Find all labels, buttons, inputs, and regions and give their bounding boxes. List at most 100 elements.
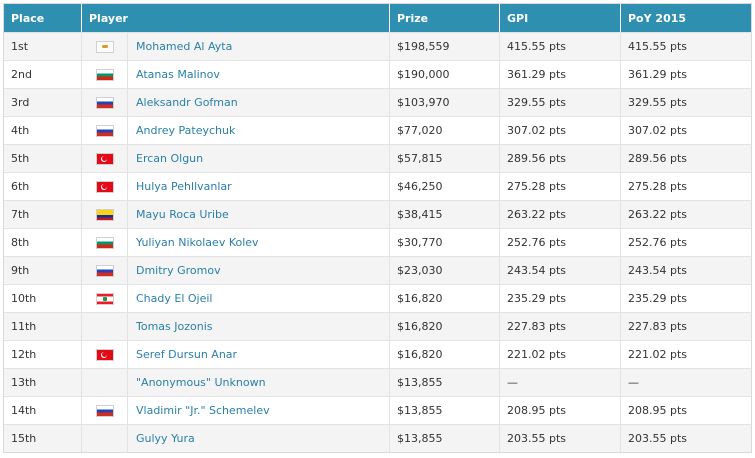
gpi-cell: 221.02 pts bbox=[500, 341, 621, 368]
place-cell: 8th bbox=[4, 229, 82, 256]
player-link[interactable]: Mayu Roca Uribe bbox=[136, 208, 229, 221]
table-row: 8th Yuliyan Nikolaev Kolev $30,770 252.76 p… bbox=[4, 228, 751, 256]
header-poy[interactable]: PoY 2015 bbox=[628, 11, 687, 25]
ru-flag-icon bbox=[96, 265, 113, 276]
flag-cell bbox=[82, 33, 128, 60]
player-link[interactable]: "Anonymous" Unknown bbox=[136, 376, 266, 389]
player-link[interactable]: Chady El Ojeil bbox=[136, 292, 213, 305]
place-cell: 15th bbox=[4, 425, 82, 452]
player-link[interactable]: Andrey Pateychuk bbox=[136, 124, 236, 137]
player-link[interactable]: Gulyy Yura bbox=[136, 432, 195, 445]
table-row: 1st Mohamed Al Ayta $198,559 415.55 pts 415.… bbox=[4, 32, 751, 60]
place-cell: 14th bbox=[4, 397, 82, 424]
place-cell: 3rd bbox=[4, 89, 82, 116]
place-cell: 7th bbox=[4, 201, 82, 228]
header-prize[interactable]: Prize bbox=[390, 4, 500, 32]
player-cell: Chady El Ojeil bbox=[128, 285, 390, 312]
header-player[interactable]: Player bbox=[82, 4, 390, 32]
player-link[interactable]: Seref Dursun Anar bbox=[136, 348, 238, 361]
poy-cell: 203.55 pts bbox=[628, 432, 688, 445]
poy-cell: 227.83 pts bbox=[628, 320, 688, 333]
prize-cell: $57,815 bbox=[390, 145, 500, 172]
flag-cell bbox=[82, 89, 128, 116]
gpi-cell: 307.02 pts bbox=[500, 117, 621, 144]
table-row: 4th Andrey Pateychuk $77,020 307.02 pts 307.… bbox=[4, 116, 751, 144]
table-row: 7th Mayu Roca Uribe $38,415 263.22 pts 263.2… bbox=[4, 200, 751, 228]
place-cell: 10th bbox=[4, 285, 82, 312]
player-cell: Hulya Pehllvanlar bbox=[128, 173, 390, 200]
flag-cell bbox=[82, 173, 128, 200]
gpi-cell: — bbox=[500, 369, 621, 396]
poy-cell: 415.55 pts bbox=[628, 40, 688, 53]
player-cell: Mohamed Al Ayta bbox=[128, 33, 390, 60]
player-link[interactable]: Aleksandr Gofman bbox=[136, 96, 238, 109]
prize-cell: $16,820 bbox=[390, 341, 500, 368]
cy-flag-icon bbox=[96, 41, 113, 52]
results-table: Place Player Prize GPI PoY 2015 1st Moham… bbox=[3, 3, 752, 453]
player-link[interactable]: Atanas Malinov bbox=[136, 68, 220, 81]
prize-cell: $198,559 bbox=[390, 33, 500, 60]
table-row: 12th Seref Dursun Anar $16,820 221.02 pts 22… bbox=[4, 340, 751, 368]
player-link[interactable]: Hulya Pehllvanlar bbox=[136, 180, 232, 193]
ru-flag-icon bbox=[96, 405, 113, 416]
place-cell: 4th bbox=[4, 117, 82, 144]
player-link[interactable]: Yuliyan Nikolaev Kolev bbox=[136, 236, 259, 249]
gpi-cell: 243.54 pts bbox=[500, 257, 621, 284]
prize-cell: $77,020 bbox=[390, 117, 500, 144]
place-cell: 13th bbox=[4, 369, 82, 396]
poy-cell: 252.76 pts bbox=[628, 236, 688, 249]
flag-cell bbox=[82, 341, 128, 368]
place-cell: 6th bbox=[4, 173, 82, 200]
player-cell: Atanas Malinov bbox=[128, 61, 390, 88]
bg-flag-icon bbox=[96, 237, 113, 248]
header-place[interactable]: Place bbox=[4, 4, 82, 32]
place-cell: 12th bbox=[4, 341, 82, 368]
player-cell: Gulyy Yura bbox=[128, 425, 390, 452]
header-gpi[interactable]: GPI bbox=[500, 4, 621, 32]
place-cell: 11th bbox=[4, 313, 82, 340]
player-cell: Dmitry Gromov bbox=[128, 257, 390, 284]
poy-cell: 243.54 pts bbox=[628, 264, 688, 277]
flag-cell bbox=[82, 369, 128, 396]
ru-flag-icon bbox=[96, 125, 113, 136]
table-row: 15th Gulyy Yura $13,855 203.55 pts 203.55 pt… bbox=[4, 424, 751, 452]
player-link[interactable]: Ercan Olgun bbox=[136, 152, 204, 165]
flag-cell bbox=[82, 313, 128, 340]
player-link[interactable]: Vladimir "Jr." Schemelev bbox=[136, 404, 270, 417]
flag-cell bbox=[82, 145, 128, 172]
prize-cell: $46,250 bbox=[390, 173, 500, 200]
gpi-cell: 208.95 pts bbox=[500, 397, 621, 424]
player-cell: Aleksandr Gofman bbox=[128, 89, 390, 116]
table-row: 3rd Aleksandr Gofman $103,970 329.55 pts 329… bbox=[4, 88, 751, 116]
table-row: 13th "Anonymous" Unknown $13,855— — bbox=[4, 368, 751, 396]
poy-cell: 235.29 pts bbox=[628, 292, 688, 305]
prize-cell: $30,770 bbox=[390, 229, 500, 256]
lb-flag-icon bbox=[96, 293, 113, 304]
player-link[interactable]: Dmitry Gromov bbox=[136, 264, 221, 277]
poy-cell: — bbox=[628, 376, 639, 389]
place-cell: 2nd bbox=[4, 61, 82, 88]
player-link[interactable]: Tomas Jozonis bbox=[136, 320, 213, 333]
player-cell: Tomas Jozonis bbox=[128, 313, 390, 340]
table-body: 1st Mohamed Al Ayta $198,559 415.55 pts 415.… bbox=[4, 32, 751, 452]
place-cell: 9th bbox=[4, 257, 82, 284]
poy-cell: 289.56 pts bbox=[628, 152, 688, 165]
player-cell: Andrey Pateychuk bbox=[128, 117, 390, 144]
tr-flag-icon bbox=[96, 153, 113, 164]
gpi-cell: 203.55 pts bbox=[500, 425, 621, 452]
poy-cell: 208.95 pts bbox=[628, 404, 688, 417]
gpi-cell: 275.28 pts bbox=[500, 173, 621, 200]
player-link[interactable]: Mohamed Al Ayta bbox=[136, 40, 233, 53]
prize-cell: $16,820 bbox=[390, 285, 500, 312]
flag-cell bbox=[82, 257, 128, 284]
prize-cell: $103,970 bbox=[390, 89, 500, 116]
place-cell: 1st bbox=[4, 33, 82, 60]
poy-cell: 221.02 pts bbox=[628, 348, 688, 361]
player-cell: Yuliyan Nikolaev Kolev bbox=[128, 229, 390, 256]
poy-cell: 275.28 pts bbox=[628, 180, 688, 193]
prize-cell: $190,000 bbox=[390, 61, 500, 88]
prize-cell: $23,030 bbox=[390, 257, 500, 284]
tr-flag-icon bbox=[96, 181, 113, 192]
flag-cell bbox=[82, 201, 128, 228]
poy-cell: 307.02 pts bbox=[628, 124, 688, 137]
